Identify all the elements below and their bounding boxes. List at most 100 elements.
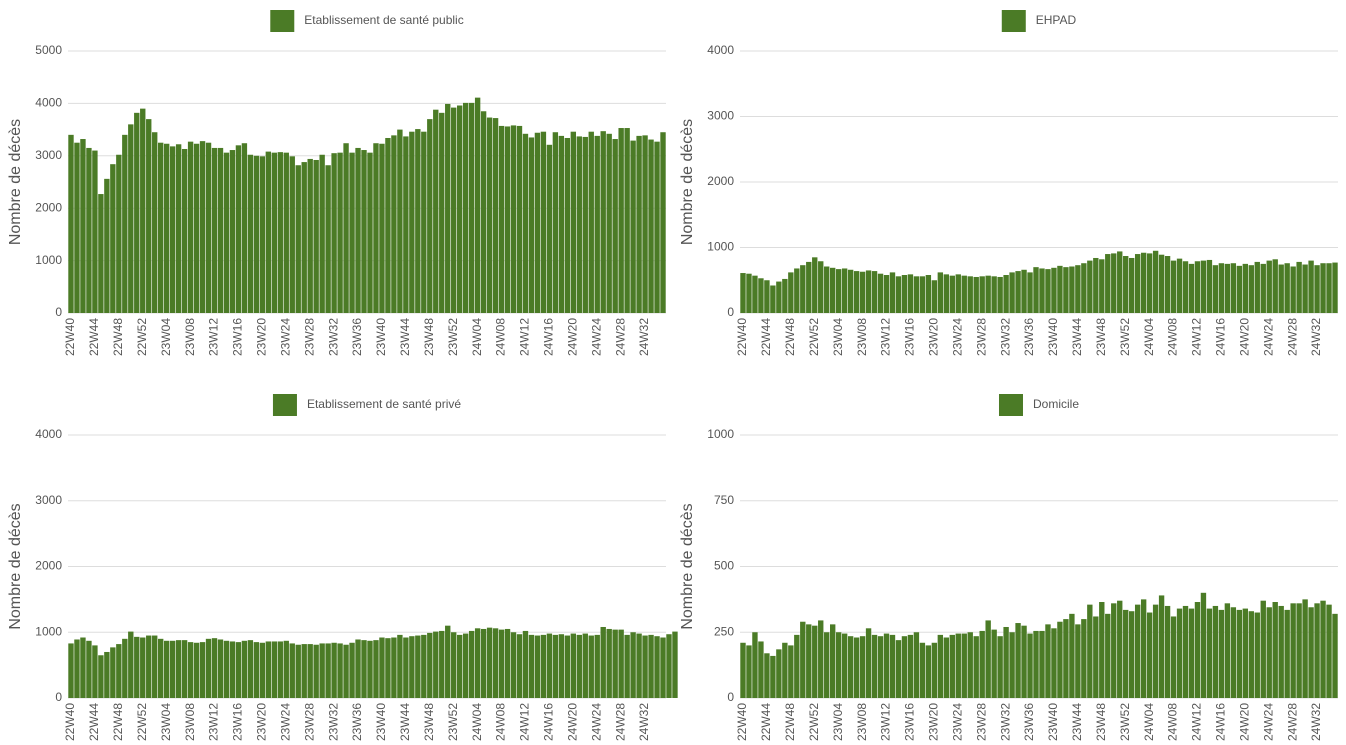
bar: [128, 631, 134, 698]
bar: [259, 642, 266, 698]
bar: [865, 270, 872, 313]
bar: [552, 132, 559, 313]
bar: [283, 640, 289, 698]
x-tick-label: 23W24: [950, 318, 964, 356]
bar: [788, 645, 794, 698]
bar: [1033, 630, 1039, 698]
bar: [1123, 256, 1129, 313]
bar: [492, 628, 499, 698]
bar: [865, 628, 872, 698]
bar: [1164, 256, 1171, 313]
bar: [331, 153, 337, 313]
bar: [1218, 263, 1225, 313]
bar: [618, 128, 624, 313]
x-tick-label: 23W20: [255, 318, 269, 356]
bar: [421, 131, 427, 313]
bar: [654, 141, 660, 313]
bar: [403, 136, 409, 313]
bar: [391, 637, 397, 698]
bar: [271, 641, 278, 698]
bar: [937, 272, 944, 313]
x-tick-label: 24W20: [565, 318, 579, 356]
bar: [618, 629, 624, 698]
legend-swatch: [998, 394, 1023, 416]
bar: [1134, 254, 1141, 313]
bar: [991, 629, 997, 698]
x-tick-label: 23W32: [326, 318, 340, 356]
bar: [612, 629, 618, 698]
bar: [752, 632, 758, 698]
bar: [504, 126, 511, 314]
bar: [949, 275, 955, 313]
bar: [895, 276, 902, 313]
x-tick-label: 23W44: [1070, 703, 1084, 741]
bar: [967, 632, 973, 698]
x-tick-label: 23W28: [302, 703, 316, 741]
bar: [642, 135, 648, 313]
bar: [140, 108, 146, 313]
bar: [913, 276, 920, 313]
bar: [498, 125, 505, 313]
bar: [824, 632, 830, 698]
bar: [1170, 616, 1177, 698]
bar: [175, 144, 182, 313]
bar: [295, 165, 301, 313]
legend-swatch: [272, 394, 297, 416]
bar: [955, 633, 961, 698]
bar: [361, 640, 367, 698]
bar: [883, 633, 890, 698]
x-tick-label: 23W08: [855, 703, 869, 741]
bar: [169, 640, 176, 698]
bar: [1332, 613, 1338, 698]
bar: [1021, 269, 1027, 313]
x-tick-label: 23W48: [422, 318, 436, 356]
x-tick-label: 24W24: [589, 318, 603, 356]
bar: [480, 628, 487, 698]
bar: [630, 140, 636, 313]
bar: [223, 640, 230, 698]
bar: [229, 150, 236, 313]
x-tick-label: 23W36: [1022, 318, 1036, 356]
bar: [600, 626, 606, 698]
x-tick-label: 24W08: [494, 703, 508, 741]
x-tick-label: 23W52: [1118, 318, 1132, 356]
bar: [937, 634, 944, 698]
bar: [564, 635, 571, 698]
x-tick-label: 23W04: [831, 703, 845, 741]
x-tick-label: 24W24: [1261, 703, 1275, 741]
bar: [510, 125, 517, 314]
bar: [642, 635, 648, 698]
bar: [588, 635, 594, 698]
bar: [961, 633, 967, 698]
bar: [331, 642, 337, 698]
bar: [985, 620, 991, 698]
x-tick-label: 22W48: [783, 318, 797, 356]
y-tick-label: 4000: [35, 427, 62, 441]
bar: [373, 640, 379, 698]
x-tick-label: 24W16: [542, 318, 556, 356]
bar: [1296, 603, 1302, 698]
bar: [1087, 260, 1093, 313]
bar: [175, 640, 182, 698]
bar: [199, 141, 206, 313]
bar: [1087, 604, 1093, 698]
x-tick-label: 23W04: [831, 318, 845, 356]
bar: [456, 105, 463, 313]
y-tick-label: 3000: [35, 493, 62, 507]
x-tick-label: 23W36: [350, 703, 364, 741]
bar: [122, 134, 128, 313]
bar: [1027, 633, 1033, 698]
bar: [337, 152, 343, 313]
bar: [157, 638, 164, 698]
bar: [217, 639, 224, 698]
bar: [241, 143, 248, 313]
bar: [1111, 253, 1117, 313]
x-tick-label: 24W32: [1309, 703, 1323, 741]
y-axis-title: Nombre de décès: [679, 119, 696, 245]
bar: [847, 269, 854, 313]
y-axis-title: Nombre de décès: [679, 503, 696, 629]
bar: [1242, 608, 1249, 698]
bar: [1200, 260, 1207, 313]
x-tick-label: 24W04: [1142, 318, 1156, 356]
bar: [211, 147, 218, 313]
